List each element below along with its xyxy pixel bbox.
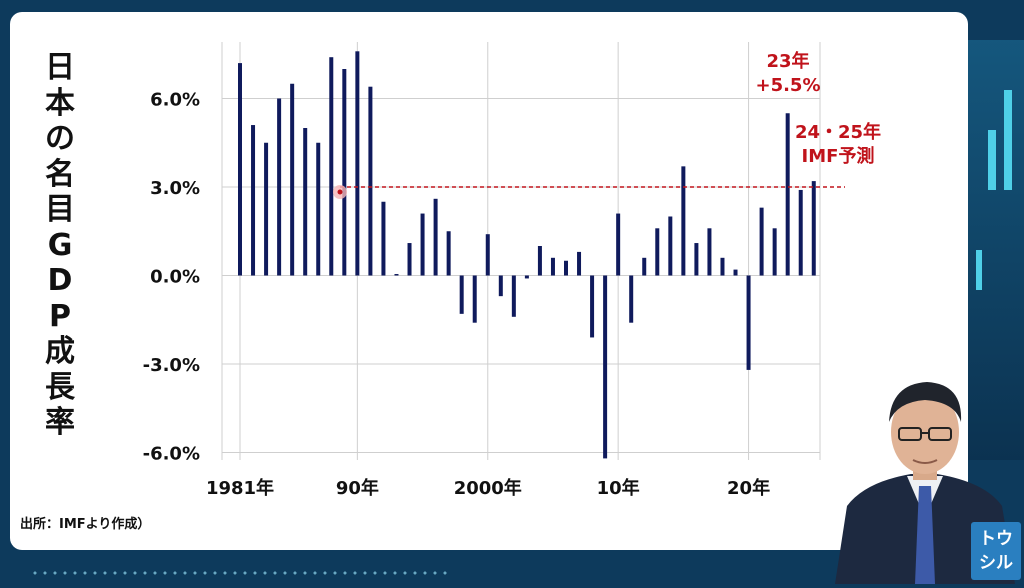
bar: [642, 257, 647, 276]
chart-title-char: 目: [45, 192, 75, 227]
chart-title-char: 成: [45, 334, 75, 369]
y-tick-label: 0.0%: [150, 267, 200, 288]
chart-title-char: 率: [45, 405, 75, 440]
x-tick-label: 20年: [727, 477, 770, 499]
bar: [668, 216, 673, 276]
bar: [616, 213, 621, 276]
annotation-text: 24・25年: [795, 121, 881, 143]
background-bar: [1004, 90, 1012, 190]
presenter-figure: [825, 378, 1024, 584]
bar: [251, 125, 256, 276]
y-tick-label: 6.0%: [150, 90, 200, 111]
background-dots: [30, 568, 450, 578]
bar: [329, 57, 334, 276]
bar: [511, 275, 516, 317]
y-tick-label: -3.0%: [143, 355, 200, 376]
bar: [564, 260, 568, 276]
bar: [772, 228, 777, 276]
bar: [290, 83, 295, 276]
pointer-marker-center: [337, 189, 343, 195]
bar: [446, 231, 451, 276]
bar: [603, 275, 608, 459]
bar: [472, 275, 477, 323]
bar: [381, 201, 386, 276]
chart-panel: [10, 12, 968, 550]
bar: [798, 189, 803, 276]
source-note: 出所：IMFより作成）: [20, 517, 151, 532]
annotation-text: 23年: [766, 50, 809, 72]
bar: [303, 128, 308, 276]
bar: [264, 142, 269, 276]
logo-line: シル: [979, 553, 1013, 573]
bar: [577, 251, 582, 276]
chart-title-char: D: [47, 263, 73, 298]
background-bar: [988, 130, 996, 190]
bar: [681, 166, 686, 276]
bar: [746, 275, 751, 370]
x-tick-label: 90年: [336, 477, 379, 499]
bar: [459, 275, 464, 314]
chart-title-char: 本: [45, 85, 75, 121]
bar: [420, 213, 425, 276]
bar: [498, 275, 503, 297]
bar: [707, 228, 712, 276]
bar: [368, 86, 373, 276]
bar: [720, 257, 725, 276]
logo-line: トウ: [979, 529, 1013, 549]
bar: [537, 246, 542, 276]
bar: [811, 181, 816, 276]
bar: [550, 257, 555, 276]
y-tick-label: 3.0%: [150, 178, 200, 199]
annotation-text: IMF予測: [802, 145, 875, 167]
bar: [342, 69, 347, 276]
bar: [785, 113, 790, 276]
bar: [277, 98, 282, 276]
bar: [355, 51, 360, 276]
bar: [407, 243, 412, 276]
background-bar: [976, 250, 982, 290]
bar: [433, 198, 438, 276]
x-tick-label: 1981年: [206, 477, 274, 499]
chart-title-char: 名: [45, 156, 75, 192]
x-tick-label: 10年: [597, 477, 640, 499]
chart-title-char: G: [47, 227, 73, 263]
bar: [524, 275, 529, 279]
y-tick-label: -6.0%: [143, 444, 200, 465]
bar: [590, 275, 595, 338]
bar: [238, 63, 242, 276]
bar: [394, 274, 399, 276]
bar: [316, 142, 321, 276]
channel-logo: トウ シル: [971, 522, 1021, 580]
bar: [759, 207, 764, 276]
chart-title-char: 長: [45, 369, 75, 405]
bar: [655, 228, 660, 276]
chart-title-char: P: [49, 298, 71, 334]
chart-title-char: の: [45, 121, 75, 156]
annotation-text: +5.5%: [755, 75, 820, 96]
bar: [485, 234, 490, 276]
x-tick-label: 2000年: [454, 477, 522, 499]
bar: [694, 243, 699, 276]
chart-title-char: 日: [45, 50, 75, 85]
bar: [733, 269, 738, 276]
bar: [629, 275, 634, 323]
